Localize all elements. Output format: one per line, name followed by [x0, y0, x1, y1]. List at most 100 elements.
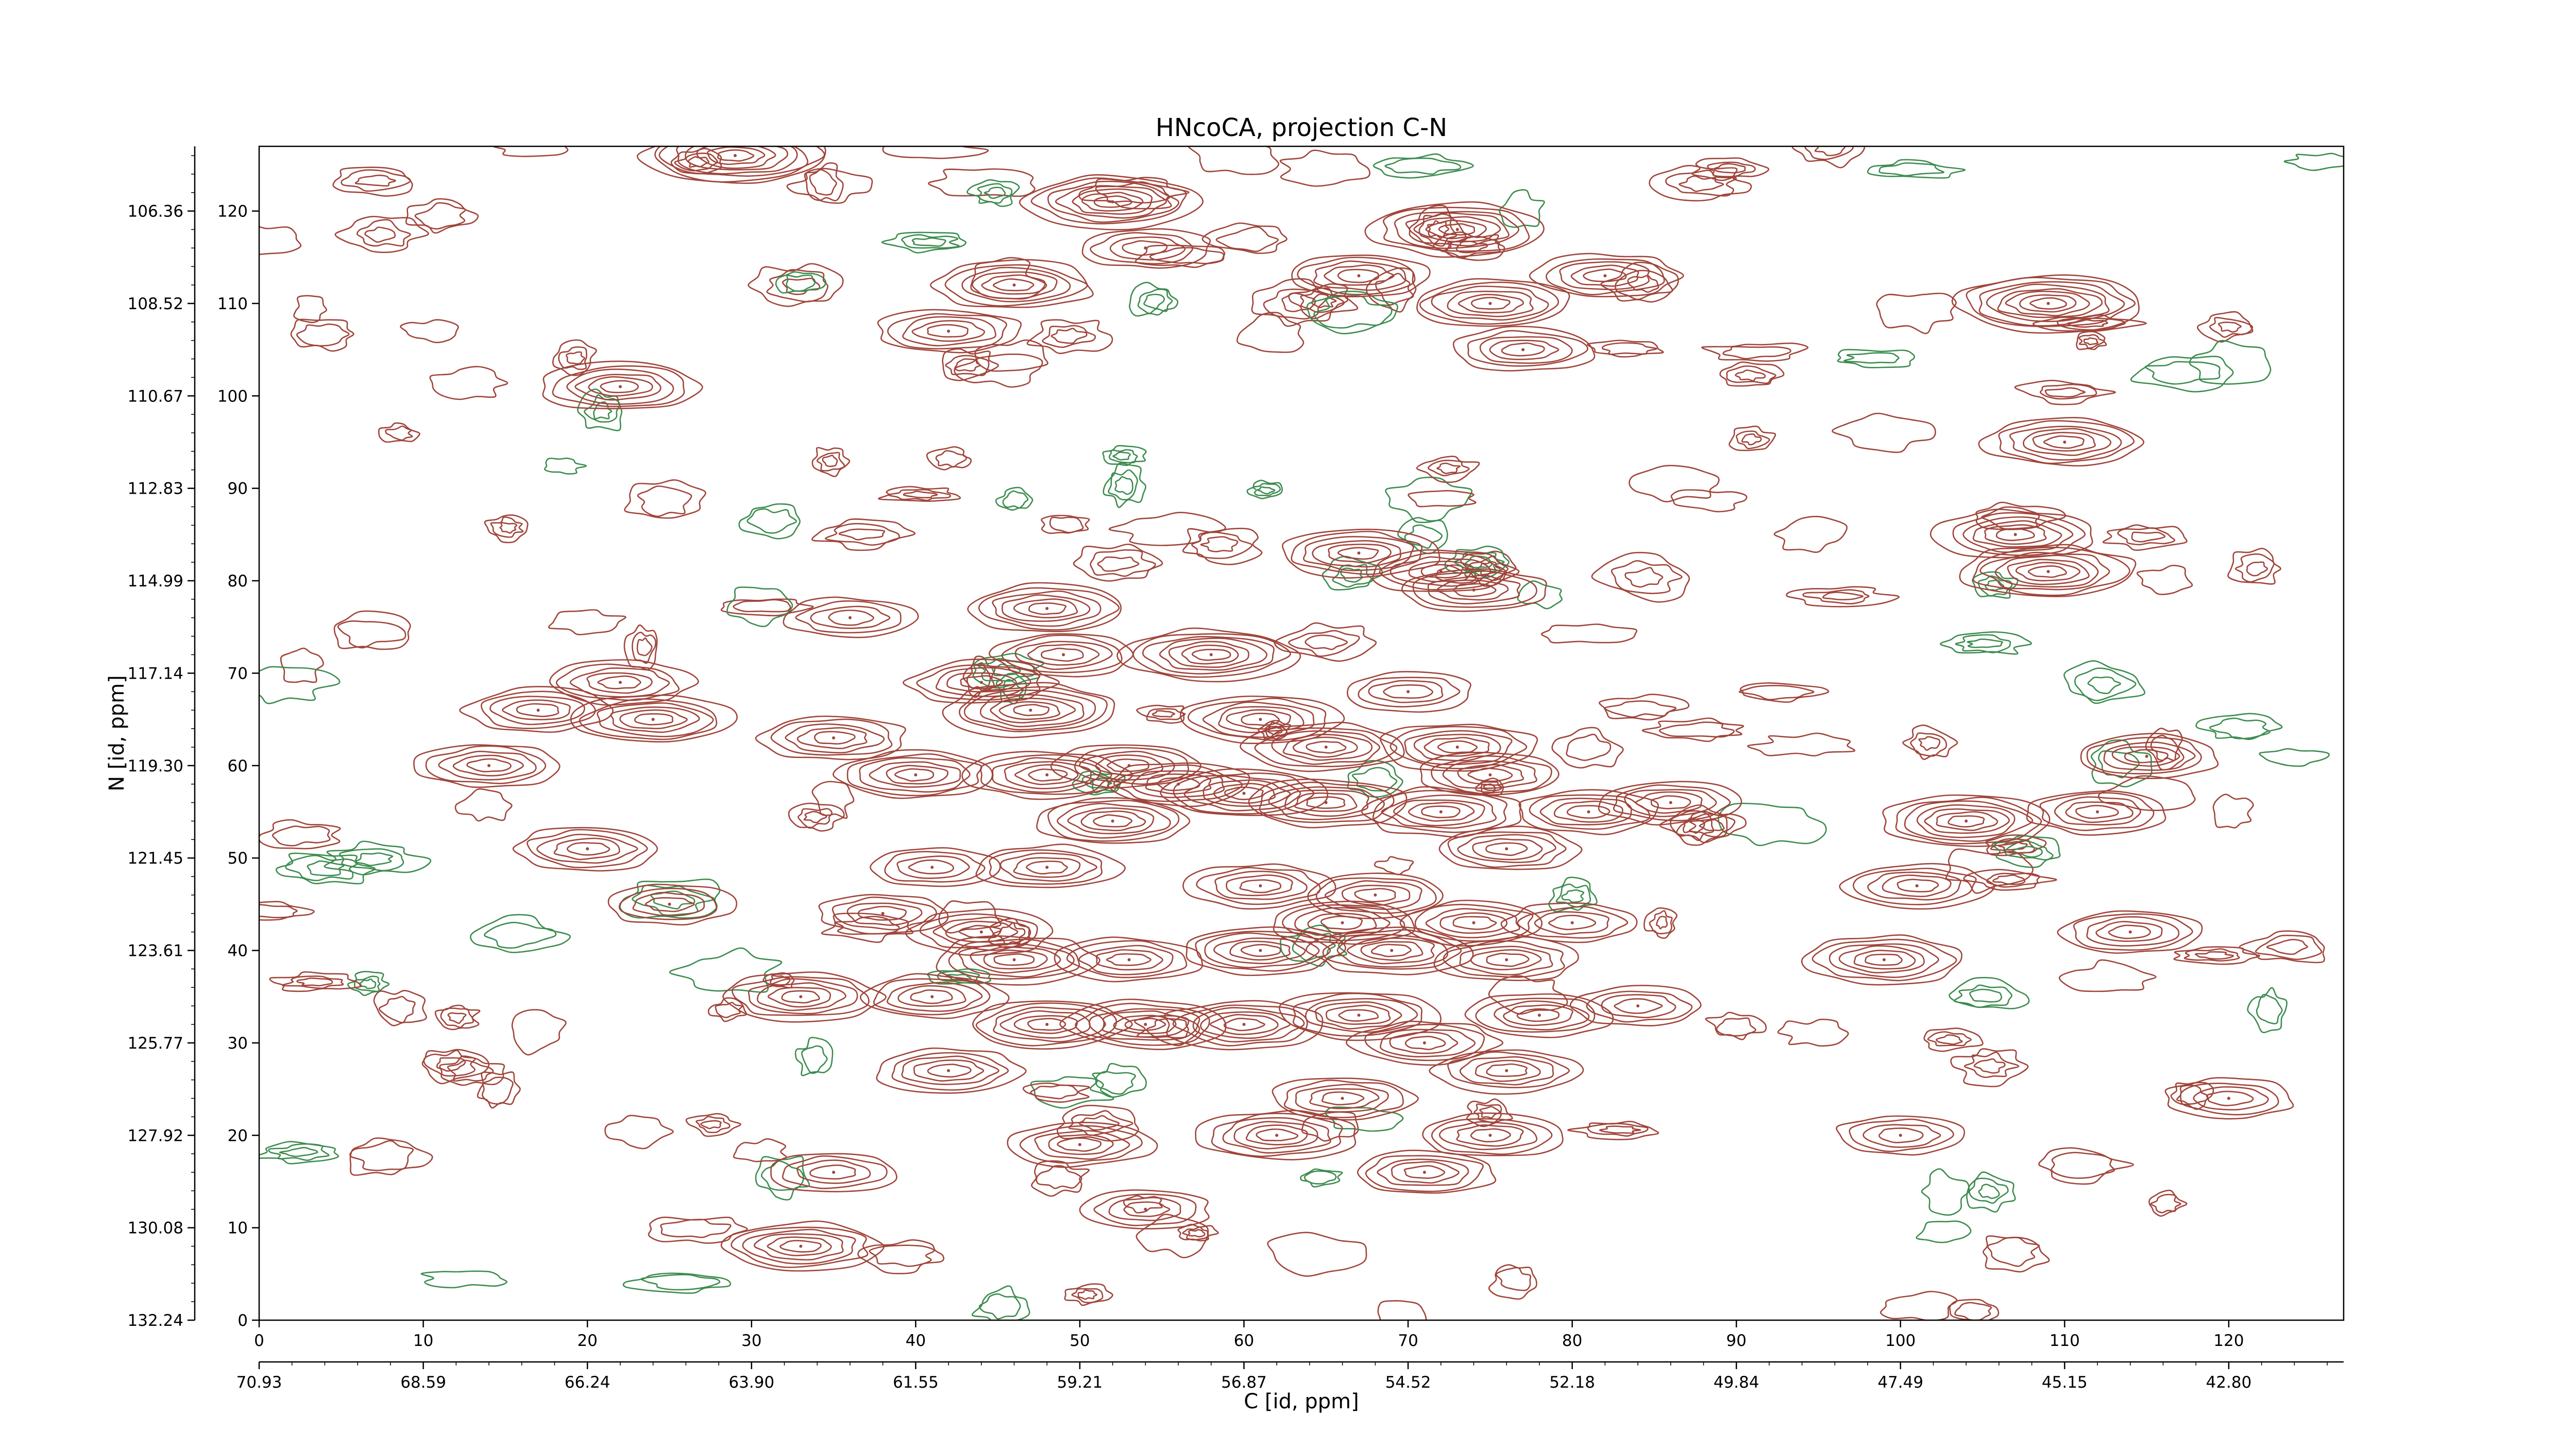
peak-contour — [1324, 264, 1395, 286]
peak-center — [1587, 810, 1590, 814]
peak-center — [1406, 690, 1410, 694]
y-ppm-tick-label: 132.24 — [128, 1311, 183, 1330]
peak-contour — [1404, 730, 1513, 766]
peak-contour — [527, 829, 648, 868]
peak-contour — [1326, 1004, 1391, 1025]
peak-contour — [832, 896, 937, 931]
noise-contour-negative — [1717, 802, 1827, 846]
y-ppm-tick-label: 123.61 — [128, 942, 183, 961]
peak-contour — [1107, 759, 1149, 772]
peak-contour — [1546, 258, 1665, 296]
noise-contour — [660, 1219, 732, 1238]
noise-contour — [1374, 856, 1414, 875]
noise-contour — [1741, 433, 1762, 446]
noise-contour — [1611, 560, 1683, 594]
noise-contour — [926, 446, 972, 470]
noise-contour — [1540, 624, 1638, 644]
peak-contour — [600, 380, 639, 394]
peak-center — [1029, 709, 1032, 712]
peak-contour — [1313, 260, 1406, 291]
peak-contour — [1984, 524, 2047, 545]
noise-contour-negative — [1109, 449, 1138, 464]
peak-contour — [1272, 1077, 1419, 1121]
noise-contour-negative — [1108, 469, 1138, 501]
noise-contour — [623, 624, 658, 671]
peak-contour — [1080, 810, 1146, 832]
peak-contour — [911, 320, 985, 342]
peak-contour — [1306, 796, 1346, 809]
peak-contour — [1113, 1015, 1177, 1035]
peak-contour — [1240, 943, 1281, 957]
peak-contour — [1878, 1127, 1924, 1143]
peak-contour — [967, 582, 1122, 632]
noise-contour — [1036, 1165, 1082, 1189]
noise-contour — [1599, 1125, 1641, 1134]
peak-center — [881, 912, 885, 915]
peak-contour — [2180, 1082, 2279, 1116]
peak-contour — [1436, 579, 1509, 601]
peak-contour — [1383, 684, 1433, 699]
noise-contour — [1701, 342, 1809, 362]
peak-contour — [1559, 261, 1650, 291]
peak-contour — [1007, 1122, 1158, 1168]
peak-contour — [1273, 900, 1415, 945]
peak-contour — [1501, 342, 1545, 357]
noise-contour-negative — [747, 508, 797, 534]
noise-contour — [2145, 728, 2184, 771]
peak-contour — [1294, 907, 1391, 938]
noise-contour — [1304, 634, 1348, 650]
noise-contour — [1375, 273, 1414, 306]
peak-contour — [1013, 1015, 1078, 1034]
y-index-tick-label: 70 — [228, 664, 248, 683]
noise-contour — [341, 169, 411, 192]
noise-contour — [720, 598, 814, 617]
peak-center — [947, 329, 950, 333]
peak-contour — [767, 1236, 832, 1256]
noise-contour-negative — [584, 394, 621, 423]
peak-contour — [1079, 1189, 1210, 1229]
peak-contour — [1222, 1117, 1331, 1154]
peak-contour — [958, 924, 1002, 939]
peak-contour — [960, 675, 1003, 689]
noise-contour — [1722, 346, 1791, 360]
peak-contour — [1041, 647, 1084, 662]
peak-contour — [857, 905, 907, 921]
peak-contour — [1211, 1113, 1343, 1157]
noise-contour — [1488, 1264, 1537, 1300]
peak-center — [1570, 921, 1574, 924]
peak-center — [1062, 653, 1065, 656]
peak-contour — [978, 587, 1120, 631]
noise-contour — [733, 1138, 787, 1162]
peak-contour — [1457, 764, 1524, 786]
peak-contour — [1354, 888, 1396, 903]
noise-contour-negative — [354, 975, 381, 992]
noise-contour-negative — [978, 1293, 1021, 1320]
x-index-tick-label: 90 — [1726, 1332, 1747, 1350]
noise-contour — [811, 518, 916, 551]
noise-contour — [2076, 331, 2107, 350]
peak-contour — [1358, 677, 1461, 707]
peak-contour — [1472, 838, 1543, 861]
peak-contour — [1598, 781, 1742, 825]
peak-contour — [579, 698, 718, 740]
peak-contour — [2005, 291, 2090, 316]
y-ppm-tick-label: 119.30 — [128, 757, 183, 776]
noise-contour — [962, 655, 996, 698]
peak-contour — [1553, 800, 1623, 823]
peak-contour — [1978, 281, 2125, 327]
noise-contour — [2217, 322, 2242, 333]
peak-contour — [1412, 570, 1537, 608]
peak-center — [1488, 1134, 1492, 1137]
noise-contour — [2266, 938, 2308, 955]
peak-contour — [552, 365, 685, 408]
peak-contour — [1952, 274, 2140, 334]
peak-contour — [753, 1233, 844, 1261]
peak-contour — [1291, 254, 1431, 298]
peak-center — [1472, 921, 1476, 924]
noise-contour-negative — [2259, 748, 2330, 767]
noise-contour — [1479, 1106, 1501, 1119]
noise-contour — [1987, 1237, 2040, 1267]
noise-contour-negative — [1143, 294, 1165, 309]
noise-contour — [421, 1049, 490, 1085]
y-ppm-tick-label: 112.83 — [128, 480, 183, 498]
